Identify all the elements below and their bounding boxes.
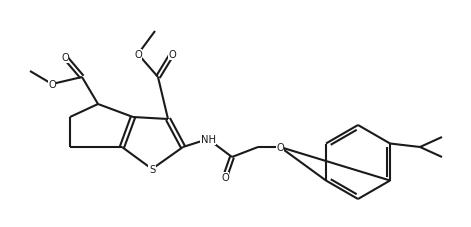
Text: O: O: [276, 142, 284, 152]
Text: O: O: [61, 53, 69, 63]
Text: O: O: [221, 172, 229, 182]
Text: O: O: [168, 50, 176, 60]
Text: O: O: [48, 80, 56, 90]
Text: O: O: [134, 50, 142, 60]
Text: S: S: [149, 164, 155, 174]
Text: NH: NH: [201, 134, 216, 144]
